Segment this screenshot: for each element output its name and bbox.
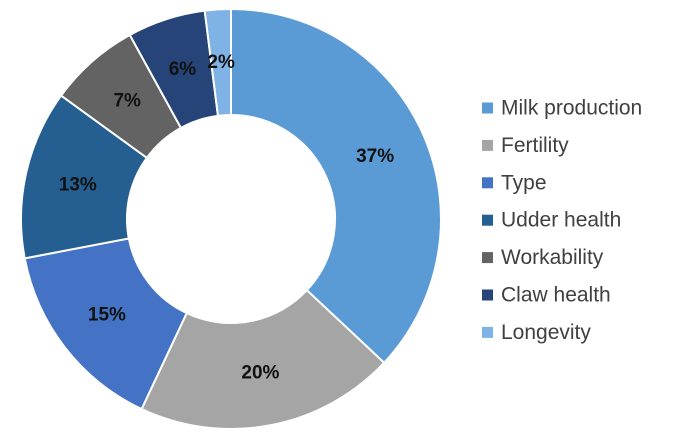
data-label-claw-health: 6% [169,59,197,80]
data-label-longevity: 2% [207,52,235,73]
legend-label-milk-production: Milk production [501,97,642,120]
data-label-udder-health: 13% [59,174,97,195]
slice-udder-health [20,94,149,260]
legend-label-fertility: Fertility [501,134,569,157]
legend-swatch-fertility [482,139,493,151]
slice-milk-production [230,7,442,365]
donut-slices [20,7,442,430]
slice-fertility [140,288,386,430]
legend-label-claw-health: Claw health [501,284,611,307]
legend-label-udder-health: Udder health [501,209,621,232]
legend-label-workability: Workability [501,246,604,269]
legend-swatch-type [482,177,493,189]
legend-swatch-longevity [482,326,493,338]
data-label-type: 15% [88,305,126,326]
legend-swatch-workability [482,252,493,264]
legend-label-longevity: Longevity [501,321,591,344]
data-label-milk-production: 37% [356,146,394,167]
data-labels: 37% 20% 15% 13% 7% 6% 2% [59,52,394,384]
legend-swatch-udder-health [482,214,493,226]
slice-type [23,237,189,411]
legend-label-type: Type [501,171,547,194]
chart-legend: Milk production Fertility Type Udder health… [482,97,642,344]
legend-swatch-claw-health [482,289,493,301]
slice-longevity [203,7,232,117]
data-label-fertility: 20% [241,363,279,384]
data-label-workability: 7% [113,91,141,112]
legend-swatch-milk-production [482,102,493,114]
